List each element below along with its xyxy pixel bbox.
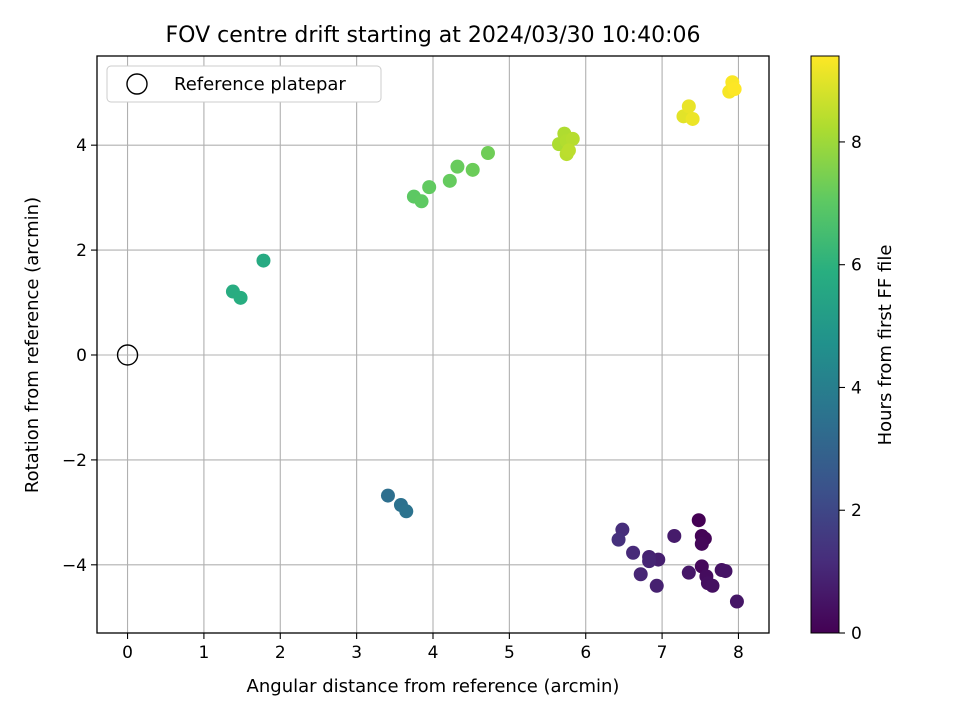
data-point bbox=[633, 567, 648, 582]
x-tick-label: 5 bbox=[504, 643, 515, 663]
colorbar-tick-label: 2 bbox=[851, 501, 862, 521]
colorbar-gradient bbox=[810, 55, 840, 634]
legend-box bbox=[106, 65, 382, 103]
data-point bbox=[611, 532, 626, 547]
y-tick-label: 0 bbox=[76, 346, 87, 366]
data-point bbox=[681, 99, 696, 114]
legend: Reference platepar bbox=[106, 65, 382, 103]
data-point bbox=[561, 143, 576, 158]
data-point bbox=[729, 594, 744, 609]
chart-title: FOV centre drift starting at 2024/03/30 … bbox=[166, 23, 701, 48]
grid-lines bbox=[97, 56, 769, 633]
data-point bbox=[380, 488, 395, 503]
x-tick-label: 0 bbox=[122, 643, 133, 663]
x-tick-label: 6 bbox=[580, 643, 591, 663]
x-tick-label: 1 bbox=[198, 643, 209, 663]
data-point bbox=[414, 194, 429, 209]
x-axis-ticks: 0 1 2 3 4 5 6 7 8 bbox=[122, 633, 744, 663]
colorbar-tick-label: 4 bbox=[851, 378, 862, 398]
colorbar: 0 2 4 6 8 Hours from first FF file bbox=[810, 55, 896, 644]
x-axis-label: Angular distance from reference (arcmin) bbox=[247, 676, 620, 697]
x-tick-label: 2 bbox=[275, 643, 286, 663]
data-point bbox=[649, 578, 664, 593]
reference-point-layer bbox=[116, 344, 139, 366]
legend-marker bbox=[126, 73, 148, 95]
colorbar-label: Hours from first FF file bbox=[875, 245, 896, 446]
y-axis-ticks: −4 −2 0 2 4 bbox=[62, 136, 97, 576]
data-point bbox=[422, 180, 437, 195]
data-point bbox=[718, 564, 733, 579]
data-point bbox=[705, 578, 720, 593]
data-point bbox=[233, 290, 248, 305]
x-tick-label: 3 bbox=[351, 643, 362, 663]
legend-label: Reference platepar bbox=[174, 74, 346, 95]
data-point bbox=[691, 513, 706, 528]
x-tick-label: 8 bbox=[733, 643, 744, 663]
data-point bbox=[399, 504, 414, 519]
data-point bbox=[642, 554, 657, 569]
colorbar-tick-label: 0 bbox=[851, 624, 862, 644]
reference-platepar-marker bbox=[116, 344, 139, 366]
data-point bbox=[442, 173, 457, 188]
data-point bbox=[626, 545, 641, 560]
x-tick-label: 7 bbox=[657, 643, 668, 663]
y-tick-label: −4 bbox=[62, 556, 87, 576]
colorbar-tick-label: 8 bbox=[851, 133, 862, 153]
data-point bbox=[480, 146, 495, 161]
data-point bbox=[256, 253, 271, 268]
colorbar-ticks: 0 2 4 6 8 bbox=[839, 133, 862, 644]
x-tick-label: 4 bbox=[428, 643, 439, 663]
y-tick-label: 4 bbox=[76, 136, 87, 156]
data-point bbox=[667, 528, 682, 543]
data-points bbox=[225, 75, 744, 609]
data-point bbox=[465, 162, 480, 177]
y-tick-label: −2 bbox=[62, 451, 87, 471]
data-point bbox=[727, 82, 742, 97]
data-point bbox=[685, 111, 700, 126]
data-point bbox=[681, 565, 696, 580]
data-point bbox=[450, 159, 465, 174]
y-tick-label: 2 bbox=[76, 241, 87, 261]
y-axis-label: Rotation from reference (arcmin) bbox=[22, 197, 43, 493]
colorbar-tick-label: 6 bbox=[851, 256, 862, 276]
data-point bbox=[694, 536, 709, 551]
data-point bbox=[565, 131, 580, 146]
